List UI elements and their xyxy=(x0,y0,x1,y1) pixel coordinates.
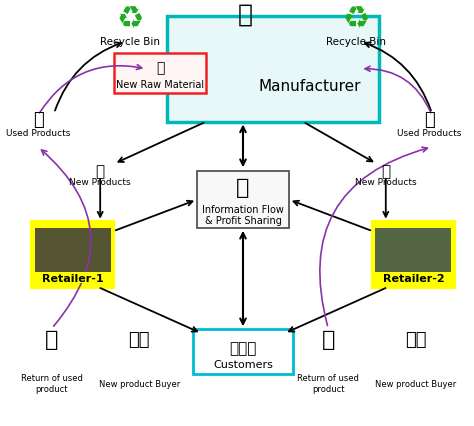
Text: 🚶: 🚶 xyxy=(321,329,335,349)
Text: ♻: ♻ xyxy=(342,5,370,34)
FancyBboxPatch shape xyxy=(32,222,113,288)
Text: Recycle Bin: Recycle Bin xyxy=(100,37,160,47)
Text: New product Buyer: New product Buyer xyxy=(375,379,456,388)
FancyBboxPatch shape xyxy=(167,17,379,122)
FancyBboxPatch shape xyxy=(197,172,289,229)
Text: 🚛: 🚛 xyxy=(381,164,391,179)
Text: 👥: 👥 xyxy=(237,178,250,198)
Text: 🚛: 🚛 xyxy=(96,164,105,179)
Text: Retailer-1: Retailer-1 xyxy=(42,273,103,283)
Text: Used Products: Used Products xyxy=(6,128,70,137)
Text: New Raw Material: New Raw Material xyxy=(116,79,204,89)
Text: 🏭: 🏭 xyxy=(238,3,253,27)
Text: Manufacturer: Manufacturer xyxy=(258,79,361,94)
Text: 🚶🚶🚶: 🚶🚶🚶 xyxy=(229,340,257,355)
Text: 🚛: 🚛 xyxy=(424,111,435,129)
Text: 🚶🚶: 🚶🚶 xyxy=(128,330,150,348)
FancyBboxPatch shape xyxy=(35,229,110,273)
Text: 🚶🚶: 🚶🚶 xyxy=(405,330,427,348)
Text: 🚛: 🚛 xyxy=(33,111,44,129)
FancyBboxPatch shape xyxy=(375,229,451,273)
Text: ♻: ♻ xyxy=(117,5,144,34)
Text: Used Products: Used Products xyxy=(397,128,462,137)
FancyBboxPatch shape xyxy=(193,330,292,374)
Text: Retailer-2: Retailer-2 xyxy=(383,273,444,283)
Text: Information Flow
& Profit Sharing: Information Flow & Profit Sharing xyxy=(202,204,284,226)
Text: Return of used
product: Return of used product xyxy=(297,374,359,393)
Text: Return of used
product: Return of used product xyxy=(21,374,83,393)
Text: New Products: New Products xyxy=(69,178,131,187)
Text: 🚶: 🚶 xyxy=(45,329,58,349)
Text: Recycle Bin: Recycle Bin xyxy=(326,37,386,47)
FancyBboxPatch shape xyxy=(373,222,454,288)
Text: New Products: New Products xyxy=(355,178,417,187)
Text: Customers: Customers xyxy=(213,359,273,369)
Text: 🚚: 🚚 xyxy=(156,60,164,75)
Text: New product Buyer: New product Buyer xyxy=(99,379,180,388)
FancyBboxPatch shape xyxy=(114,54,206,94)
